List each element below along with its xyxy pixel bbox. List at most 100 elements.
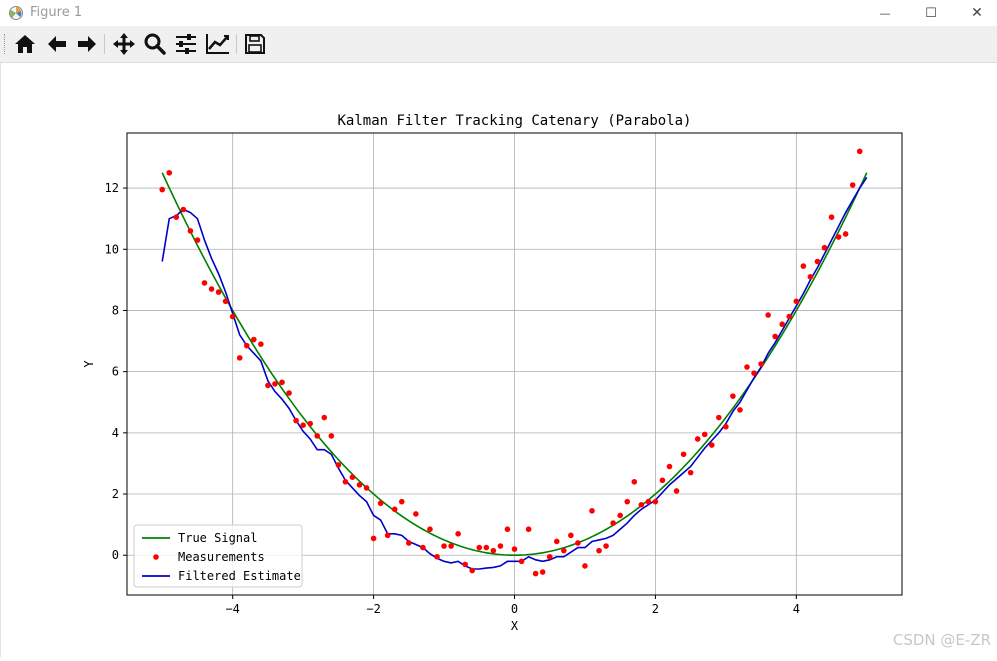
line-chart-icon: [206, 34, 229, 54]
subplots-button[interactable]: [173, 31, 199, 57]
measurement-point: [758, 361, 764, 367]
figure-canvas[interactable]: −4 −2 0 2 4 0 2 4 6 8 10 12 Kalman Filter Tracking C…: [0, 63, 997, 657]
window-titlebar: Figure 1 — ☐ ✕: [0, 0, 997, 26]
measurement-point: [793, 298, 800, 305]
measurement-point: [659, 477, 666, 484]
measurement-point: [469, 567, 476, 574]
measurement-point: [356, 482, 363, 488]
home-icon: [15, 35, 35, 53]
y-tick-label: 2: [112, 487, 119, 501]
measurement-point: [272, 381, 278, 387]
measurement-point: [208, 286, 215, 292]
close-button[interactable]: ✕: [954, 0, 997, 26]
toolbar-separator: [236, 34, 237, 54]
measurement-point: [448, 543, 454, 549]
measurement-point: [561, 547, 567, 554]
back-button[interactable]: [44, 31, 70, 57]
measurement-point: [363, 485, 370, 491]
csdn-watermark: CSDN @E-ZR: [892, 631, 991, 649]
measurement-point: [511, 546, 518, 552]
maximize-icon: ☐: [925, 5, 937, 21]
measurement-point: [279, 379, 285, 386]
y-tick-label: 8: [112, 303, 119, 317]
measurement-point: [455, 531, 461, 537]
measurement-point: [420, 544, 426, 551]
chart-title: Kalman Filter Tracking Catenary (Parabol…: [337, 113, 691, 129]
minimize-icon: —: [879, 6, 891, 20]
chart-svg: −4 −2 0 2 4 0 2 4 6 8 10 12 Kalman Filter Tracking C…: [82, 113, 903, 633]
legend-label: Filtered Estimate: [178, 569, 301, 583]
x-tick-label: 0: [511, 602, 518, 616]
y-tick-label: 0: [112, 548, 119, 562]
home-button[interactable]: [12, 31, 38, 57]
measurement-point: [701, 431, 708, 438]
measurement-point: [856, 148, 863, 155]
measurement-point: [568, 532, 574, 539]
measurement-point: [497, 543, 504, 549]
measurement-point: [638, 501, 645, 508]
floppy-disk-icon: [245, 34, 265, 54]
legend-label: Measurements: [178, 550, 265, 564]
y-tick-label: 10: [105, 242, 119, 256]
measurement-point: [772, 333, 778, 340]
forward-button[interactable]: [74, 31, 100, 57]
measurement-point: [694, 436, 701, 442]
measurement-point: [751, 370, 757, 376]
measurement-point: [307, 420, 313, 427]
measurement-point: [293, 417, 299, 424]
measurement-point: [779, 321, 786, 328]
measurement-point: [321, 414, 328, 421]
measurement-point: [849, 182, 856, 188]
legend-label: True Signal: [178, 531, 257, 545]
measurement-point: [342, 478, 349, 485]
measurement-point: [229, 313, 236, 320]
legend-marker-swatch: [153, 554, 159, 560]
measurement-point: [370, 535, 377, 542]
measurement-point: [532, 570, 539, 577]
measurement-point: [462, 561, 468, 568]
measurement-point: [652, 498, 659, 505]
measurement-point: [610, 520, 616, 526]
measurement-point: [603, 543, 609, 549]
x-axis-label: X: [511, 619, 519, 633]
measurement-point: [786, 313, 793, 320]
legend-box: [133, 524, 303, 588]
measurement-point: [807, 274, 814, 280]
save-button[interactable]: [242, 31, 268, 57]
edit-axis-button[interactable]: [205, 31, 231, 57]
measurement-point: [314, 433, 321, 439]
toolbar-grip[interactable]: [4, 34, 8, 54]
measurement-point: [222, 298, 229, 305]
measurement-point: [539, 569, 546, 575]
magnifier-icon: [144, 33, 166, 55]
measurement-point: [828, 214, 835, 220]
toolbar-separator: [104, 34, 105, 54]
minimize-button[interactable]: —: [862, 0, 908, 26]
measurement-point: [680, 451, 687, 458]
measurement-point: [490, 547, 497, 554]
measurement-point: [476, 544, 483, 551]
maximize-button[interactable]: ☐: [908, 0, 954, 26]
matplotlib-app-icon: [9, 6, 23, 20]
measurement-point: [596, 547, 602, 554]
measurement-point: [243, 342, 250, 349]
measurement-point: [708, 442, 715, 448]
navigation-toolbar: [0, 26, 997, 63]
y-axis-label: Y: [82, 360, 96, 368]
measurement-point: [687, 469, 694, 476]
measurement-point: [349, 474, 356, 481]
measurement-point: [201, 280, 208, 286]
measurement-point: [716, 414, 722, 421]
y-tick-label: 4: [112, 426, 119, 440]
zoom-button[interactable]: [142, 31, 168, 57]
measurement-point: [765, 312, 771, 318]
y-tick-label: 12: [105, 181, 119, 195]
measurement-point: [589, 508, 595, 514]
measurement-point: [377, 500, 384, 507]
measurement-point: [835, 234, 842, 240]
measurement-point: [215, 289, 222, 295]
y-tick-label: 6: [112, 365, 119, 379]
filtered-estimate-line: [161, 176, 868, 570]
measurement-point: [159, 186, 166, 193]
pan-button[interactable]: [111, 31, 137, 57]
